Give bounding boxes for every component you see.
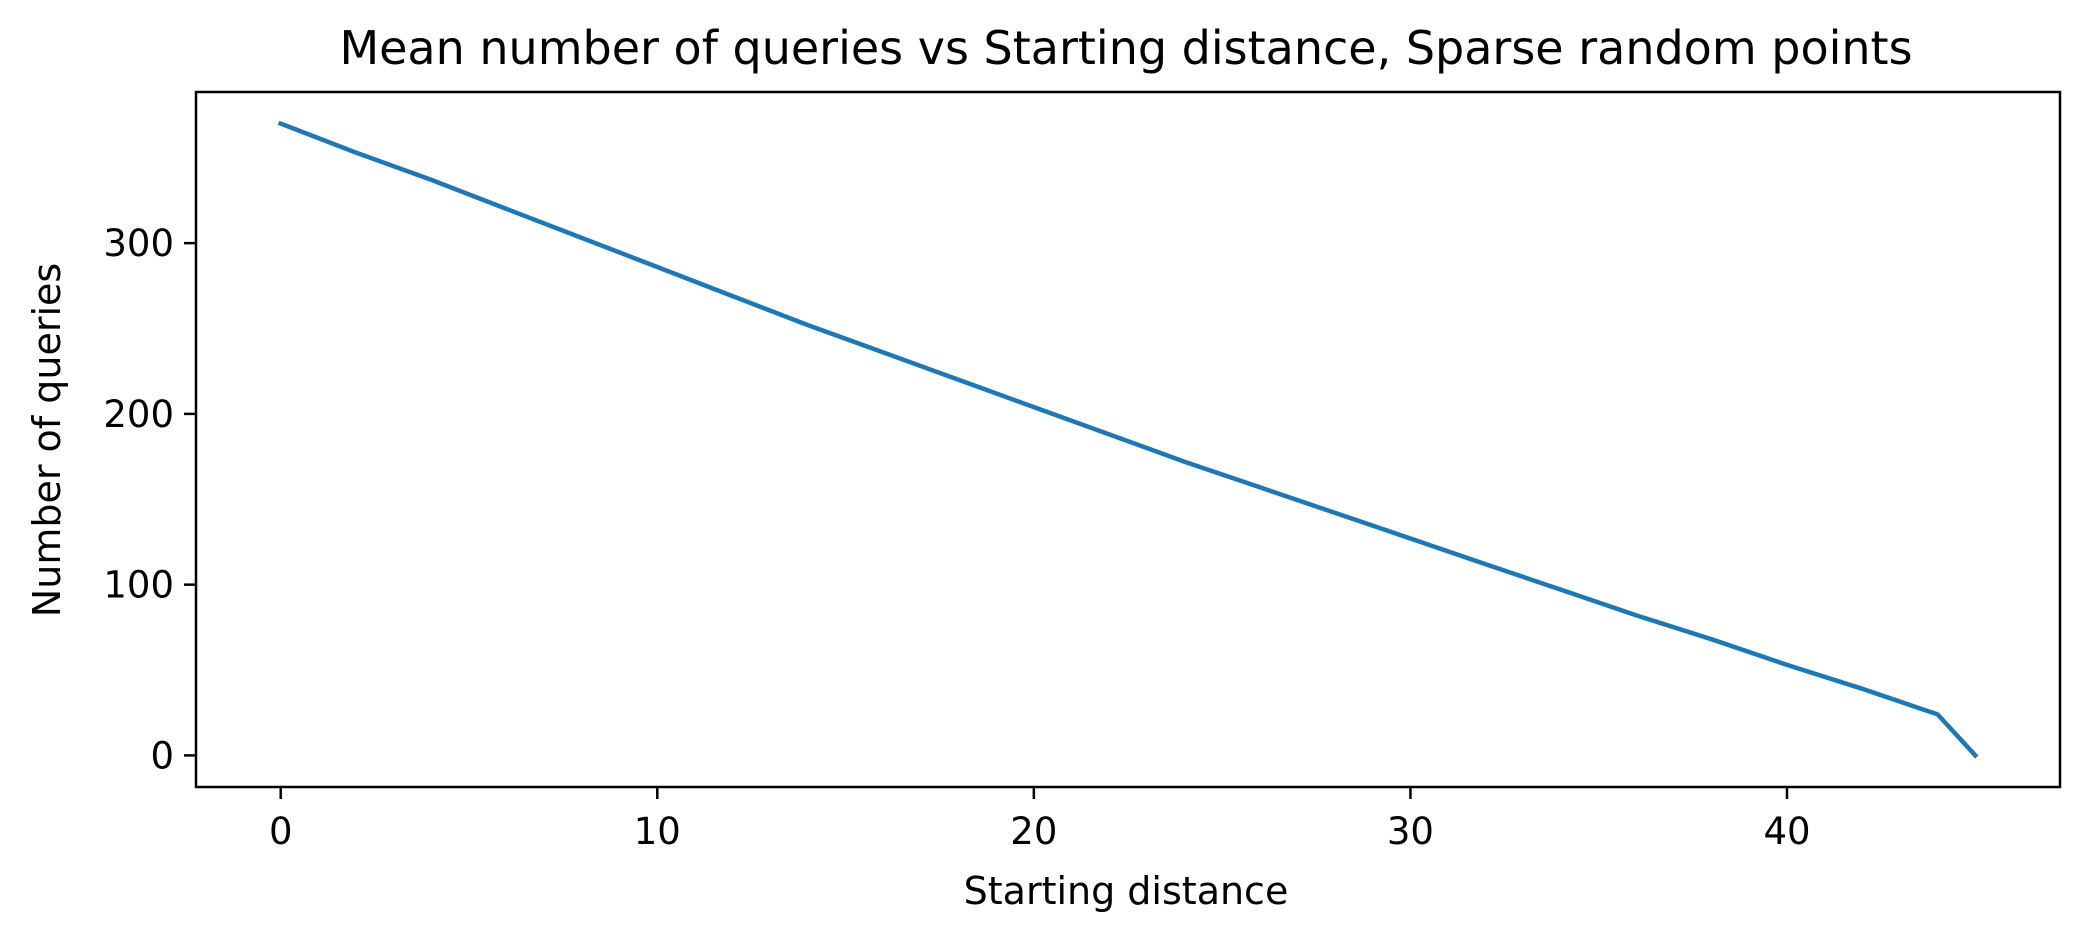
x-tick-label: 30 bbox=[1387, 810, 1434, 853]
plot-area-frame bbox=[194, 90, 2062, 789]
y-tick-label: 200 bbox=[103, 393, 174, 436]
chart-title: Mean number of queries vs Starting dista… bbox=[339, 21, 1912, 75]
x-tick-label: 0 bbox=[269, 810, 293, 853]
x-tick-label: 10 bbox=[634, 810, 681, 853]
x-tick-label: 20 bbox=[1010, 810, 1057, 853]
y-tick-label: 0 bbox=[150, 734, 174, 777]
x-tick-label: 40 bbox=[1763, 810, 1810, 853]
y-tick-label: 300 bbox=[103, 222, 174, 265]
y-tick-label: 100 bbox=[103, 564, 174, 607]
x-axis-label: Starting distance bbox=[964, 869, 1289, 913]
series-layer bbox=[277, 120, 1979, 759]
series-line bbox=[277, 120, 1979, 759]
y-axis-label: Number of queries bbox=[25, 263, 69, 617]
x-axis-ticks: 0 10 20 30 40 bbox=[269, 787, 1811, 853]
y-axis-ticks: 0 100 200 300 bbox=[103, 222, 196, 777]
